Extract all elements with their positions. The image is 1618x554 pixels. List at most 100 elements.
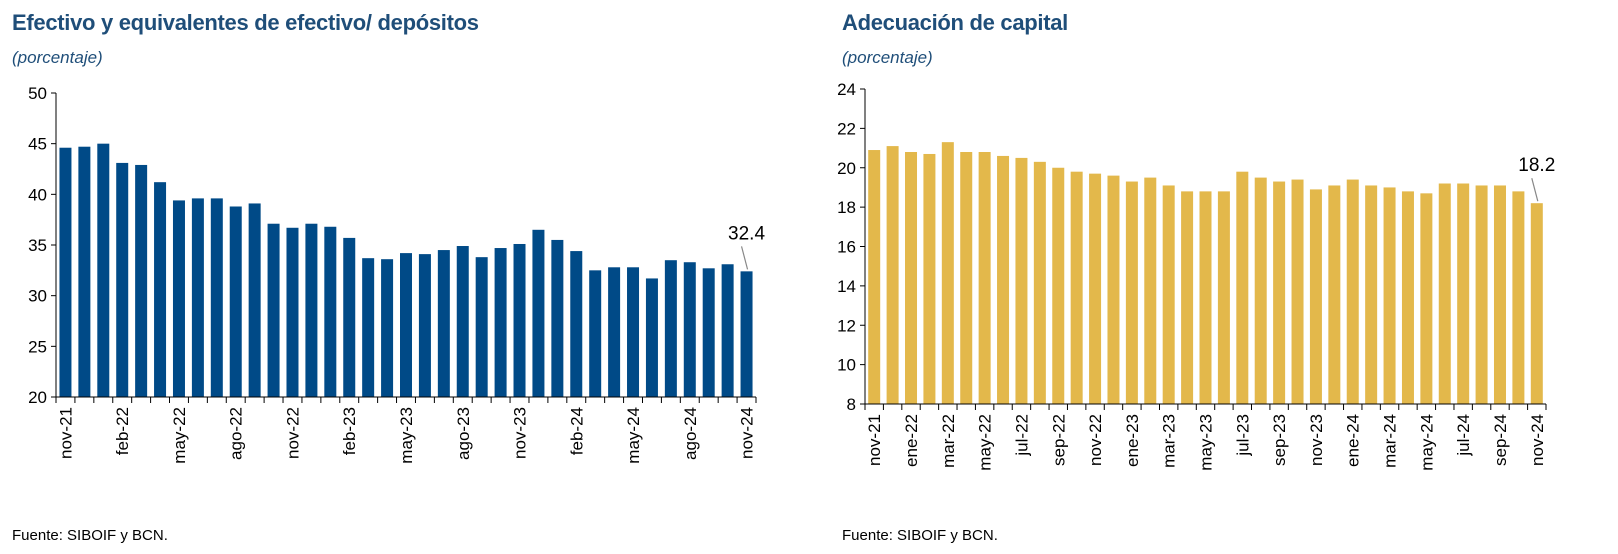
bar xyxy=(475,257,488,397)
y-tick-label: 14 xyxy=(837,277,856,296)
bar xyxy=(154,182,167,397)
x-tick-label: ago-24 xyxy=(681,407,700,460)
bar xyxy=(210,198,223,397)
bar xyxy=(78,146,91,397)
x-tick-label: may-22 xyxy=(170,407,189,464)
data-label-leader xyxy=(1531,178,1539,202)
bar xyxy=(1125,181,1138,404)
bar xyxy=(456,246,469,397)
chart-title: Adecuación de capital xyxy=(842,10,1068,35)
y-tick-label: 24 xyxy=(837,80,856,99)
bar xyxy=(418,254,431,397)
y-tick-label: 8 xyxy=(847,395,856,414)
bar xyxy=(627,267,640,397)
x-tick-label: feb-22 xyxy=(113,407,132,455)
bar xyxy=(570,251,583,397)
bar xyxy=(1070,171,1083,404)
bar xyxy=(1199,191,1212,404)
x-tick-label: ene-24 xyxy=(1344,414,1363,467)
x-tick-label: sep-22 xyxy=(1049,414,1068,466)
x-tick-label: nov-22 xyxy=(283,407,302,459)
bar xyxy=(1162,185,1175,404)
bar xyxy=(1217,191,1230,404)
bar xyxy=(513,243,526,397)
y-tick-label: 10 xyxy=(837,356,856,375)
bar xyxy=(645,278,658,397)
bar xyxy=(343,237,356,397)
bar xyxy=(1052,167,1065,404)
bar xyxy=(1236,171,1249,404)
bar xyxy=(1475,185,1488,404)
bar xyxy=(740,271,753,397)
bar xyxy=(1438,183,1451,404)
bar xyxy=(1346,179,1359,404)
bar xyxy=(362,258,375,397)
chart-source: Fuente: SIBOIF y BCN. xyxy=(12,527,168,544)
bar xyxy=(191,198,204,397)
bar xyxy=(1493,185,1506,404)
bar xyxy=(1273,181,1286,404)
bar xyxy=(1291,179,1304,404)
bar xyxy=(1181,191,1194,404)
y-tick-label: 45 xyxy=(28,135,47,154)
bar xyxy=(59,147,72,397)
bar xyxy=(324,226,337,397)
bar xyxy=(664,260,677,397)
x-tick-label: ago-22 xyxy=(227,407,246,460)
bar xyxy=(1015,157,1028,404)
bar xyxy=(229,206,242,397)
x-tick-label: nov-21 xyxy=(56,407,75,459)
bar xyxy=(941,142,954,404)
bar xyxy=(868,150,881,404)
x-tick-label: may-23 xyxy=(1197,414,1216,471)
bar xyxy=(1530,203,1543,404)
y-tick-label: 12 xyxy=(837,316,856,335)
bar xyxy=(437,250,450,397)
y-tick-label: 22 xyxy=(837,119,856,138)
chart-subtitle: (porcentaje) xyxy=(12,48,103,67)
x-tick-label: nov-21 xyxy=(865,414,884,466)
x-tick-label: may-22 xyxy=(976,414,995,471)
bar xyxy=(1107,175,1120,404)
y-tick-label: 20 xyxy=(837,159,856,178)
y-tick-label: 16 xyxy=(837,238,856,257)
bar xyxy=(997,155,1010,404)
x-tick-label: sep-23 xyxy=(1270,414,1289,466)
bar xyxy=(886,146,899,404)
x-tick-label: feb-24 xyxy=(567,407,586,455)
bar xyxy=(960,152,973,404)
chart-source: Fuente: SIBOIF y BCN. xyxy=(842,527,998,544)
x-tick-label: feb-23 xyxy=(340,407,359,455)
bar xyxy=(248,203,261,397)
bar xyxy=(494,248,507,397)
bar xyxy=(683,262,696,397)
bar xyxy=(1328,185,1341,404)
bar xyxy=(589,270,602,397)
x-tick-label: jul-22 xyxy=(1012,414,1031,457)
bar xyxy=(1401,191,1414,404)
bar xyxy=(923,153,936,404)
x-tick-label: nov-23 xyxy=(1307,414,1326,466)
bar xyxy=(1033,161,1046,404)
x-tick-label: ene-22 xyxy=(902,414,921,467)
x-tick-label: nov-24 xyxy=(1528,414,1547,466)
bar-chart-cash-deposits: 20 25 30 35 40 45 50 nov-21 feb-22 may-22 ago-22 no… xyxy=(28,84,765,464)
bar xyxy=(551,239,564,397)
bar xyxy=(1365,185,1378,404)
y-tick-label: 30 xyxy=(28,287,47,306)
y-tick-label: 18 xyxy=(837,198,856,217)
bar xyxy=(267,223,280,397)
bar xyxy=(1383,187,1396,404)
bar xyxy=(116,162,129,397)
x-tick-label: mar-22 xyxy=(939,414,958,468)
x-tick-label: mar-23 xyxy=(1160,414,1179,468)
y-tick-label: 25 xyxy=(28,337,47,356)
chart-panel-capital-adequacy: Adecuación de capital (porcentaje) 8 10 12… xyxy=(830,0,1618,554)
bar xyxy=(1457,183,1470,404)
data-label: 18.2 xyxy=(1518,155,1555,176)
bar xyxy=(381,259,394,397)
chart-panel-cash-deposits: Efectivo y equivalentes de efectivo/ dep… xyxy=(0,0,800,554)
bar xyxy=(702,268,715,397)
bar xyxy=(286,227,299,397)
y-tick-label: 20 xyxy=(28,388,47,407)
